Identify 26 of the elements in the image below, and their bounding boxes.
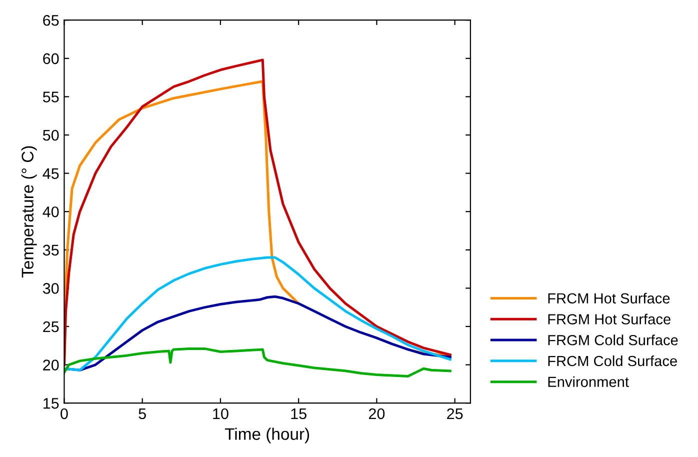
x-tick-label: 5 [138, 408, 146, 420]
legend-label: FRGM Hot Surface [548, 314, 670, 324]
y-tick-label: 35 [42, 244, 59, 256]
y-tick-label: 30 [42, 283, 59, 294]
x-tick-label: 20 [368, 408, 385, 420]
y-tick-label: 25 [43, 321, 59, 332]
x-tick-label: 15 [291, 408, 306, 420]
y-tick-label: 50 [42, 130, 59, 141]
y-tick-label: 15 [44, 398, 59, 409]
y-tick-label: 20 [43, 360, 59, 370]
x-tick-label: 0 [60, 408, 68, 420]
legend-label: Environment [548, 376, 629, 388]
y-tick-label: 60 [43, 53, 59, 64]
y-tick-label: 55 [42, 92, 59, 102]
line-series [64, 256, 452, 372]
x-axis-title: Time (hour) [224, 428, 310, 444]
y-tick-label: 40 [42, 206, 59, 218]
y-tick-label: 45 [42, 168, 59, 179]
y-tick-label: 65 [43, 14, 59, 26]
legend-label: FRGM Cold Surface [548, 334, 678, 346]
legend-label: FRCM Cold Surface [548, 355, 677, 366]
x-tick-label: 25 [447, 408, 463, 420]
line-series [64, 347, 452, 378]
x-tick-label: 10 [213, 408, 228, 420]
legend-label: FRCM Hot Surface [548, 292, 670, 304]
y-axis-title: Temperature (° C) [21, 146, 37, 278]
